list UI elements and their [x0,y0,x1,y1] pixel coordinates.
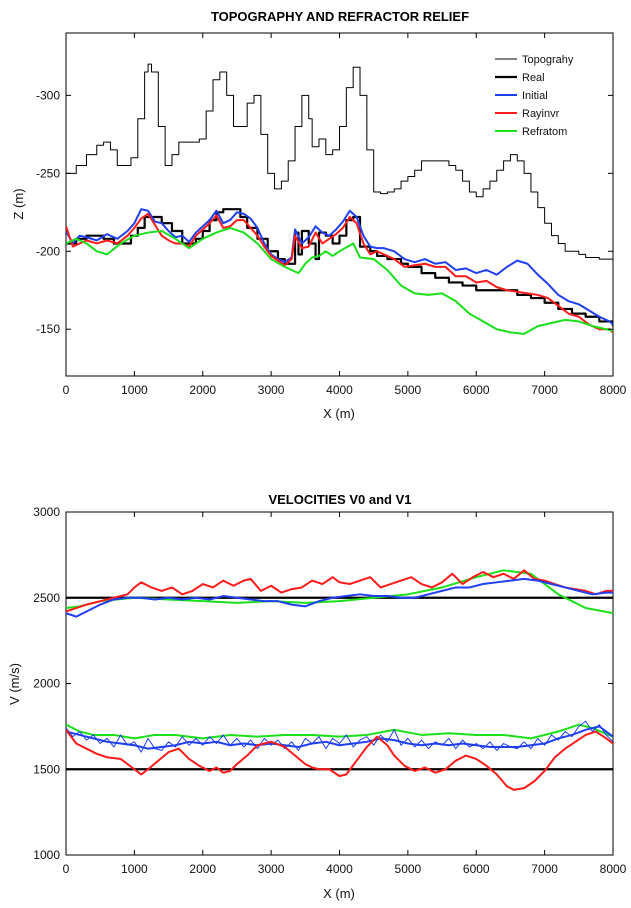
x-tick-label: 4000 [326,383,353,397]
y-axis-label: Z (m) [11,188,26,219]
plot-area [65,32,614,377]
x-tick-label: 8000 [600,383,627,397]
y-tick-label: -150 [36,322,60,336]
y-axis-label: V (m/s) [7,663,22,705]
x-tick-label: 6000 [463,383,490,397]
chart-title: TOPOGRAPHY AND REFRACTOR RELIEF [211,9,469,24]
x-tick-label: 1000 [121,383,148,397]
series-line-topograhy [66,63,613,260]
plot-area [65,511,614,856]
x-axis-label: X (m) [323,886,355,901]
legend-label: Real [522,72,545,84]
x-tick-label: 7000 [531,383,558,397]
x-tick-label: 2000 [189,862,216,876]
y-tick-label: -300 [36,88,60,102]
legend-label: Initial [522,90,548,102]
series-line-initial-v1 [66,577,613,618]
legend-label: Refratom [522,126,567,138]
x-tick-label: 4000 [326,862,353,876]
legend-label: Rayinvr [522,108,560,120]
series-line-rayinvr-v0 [66,729,613,791]
series-line-rayinvr [66,212,613,334]
x-tick-label: 6000 [463,862,490,876]
x-tick-label: 3000 [258,862,285,876]
y-tick-label: -200 [36,244,60,258]
x-axis-label: X (m) [323,406,355,421]
x-tick-label: 0 [63,862,70,876]
chart-title: VELOCITIES V0 and V1 [268,492,411,507]
series-line-refratom-v0 [66,723,613,740]
x-tick-label: 2000 [189,383,216,397]
x-tick-label: 3000 [258,383,285,397]
series-line-initial-v0-fine [66,720,613,753]
velocities-chart: VELOCITIES V0 and V1 0 1000 2000 3000 4000 50… [7,492,627,901]
series-line-real [66,208,613,327]
x-tick-label: 1000 [121,862,148,876]
x-tick-label: 5000 [395,862,422,876]
y-tick-label: 2000 [33,677,60,691]
x-tick-label: 5000 [395,383,422,397]
x-tick-label: 7000 [531,862,558,876]
y-tick-label: 2500 [33,591,60,605]
series-line-rayinvr-v1 [66,569,613,613]
series-line-refratom [66,226,613,335]
x-tick-label: 8000 [600,862,627,876]
topography-chart: TOPOGRAPHY AND REFRACTOR RELIEF 0 1000 200… [11,9,627,421]
x-tick-label: 0 [63,383,70,397]
legend-label: Topograhy [522,54,574,66]
series-line-initial-v0 [66,725,613,750]
y-tick-label: 3000 [33,505,60,519]
legend: Topograhy Real Initial Rayinvr Refratom [495,54,574,138]
series-line-initial [66,208,613,326]
y-tick-label: -250 [36,166,60,180]
y-tick-label: 1500 [33,762,60,776]
y-tick-label: 1000 [33,848,60,862]
